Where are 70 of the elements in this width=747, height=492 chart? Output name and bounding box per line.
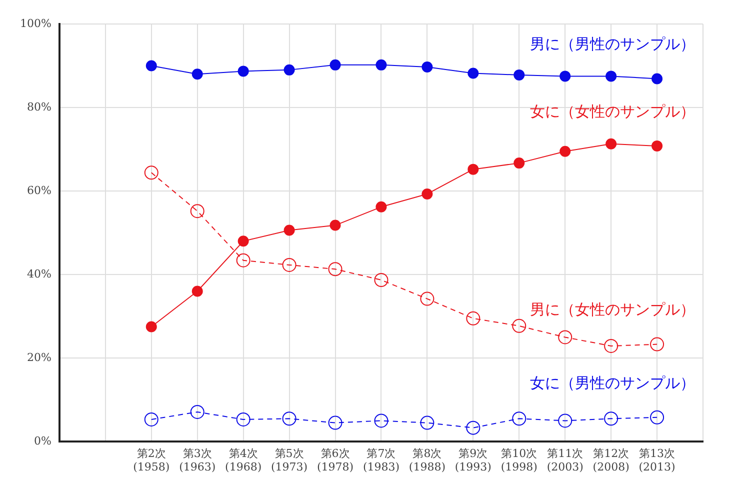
point xyxy=(374,414,388,428)
point xyxy=(238,66,249,77)
point xyxy=(236,253,250,268)
point xyxy=(192,68,203,80)
point xyxy=(604,412,618,426)
x-tick-label: 第3次 (1963) xyxy=(179,447,216,474)
point xyxy=(650,410,664,424)
x-tick-label: 第13次 (2013) xyxy=(638,447,676,474)
point xyxy=(652,140,663,152)
point xyxy=(190,404,204,419)
point xyxy=(330,220,341,231)
point xyxy=(512,318,526,333)
point xyxy=(422,188,433,200)
point xyxy=(514,69,525,80)
point xyxy=(236,412,250,426)
point xyxy=(606,138,617,150)
point xyxy=(422,62,433,73)
point xyxy=(466,311,480,326)
point xyxy=(376,201,387,212)
point xyxy=(514,158,525,169)
series-label: 女に（男性のサンプル） xyxy=(530,374,695,392)
point xyxy=(468,68,479,79)
point xyxy=(466,420,480,435)
point xyxy=(328,262,342,276)
point xyxy=(190,204,204,218)
x-tick-label: 第8次 (1988) xyxy=(408,447,446,474)
point xyxy=(606,70,617,82)
point xyxy=(560,70,571,82)
series-label: 男に（男性のサンプル） xyxy=(530,35,695,54)
point xyxy=(282,412,296,426)
point xyxy=(512,412,526,426)
point xyxy=(284,224,295,236)
point xyxy=(192,286,203,297)
x-tick-label: 第7次 (1983) xyxy=(362,447,400,474)
point xyxy=(604,338,618,353)
y-tick-label: 0% xyxy=(34,434,52,448)
y-tick-label: 20% xyxy=(26,350,52,364)
x-tick-label: 第12次 (2008) xyxy=(592,447,630,474)
point xyxy=(420,292,434,306)
point xyxy=(652,73,663,84)
point xyxy=(146,60,157,72)
x-tick-label: 第9次 (1993) xyxy=(454,447,492,474)
series-label: 女に（女性のサンプル） xyxy=(530,102,695,120)
point xyxy=(468,164,479,175)
point xyxy=(374,272,388,287)
y-tick-label: 80% xyxy=(26,100,52,114)
point xyxy=(558,414,572,428)
x-tick-label: 第10次 (1998) xyxy=(500,447,538,474)
x-tick-label: 第6次 (1978) xyxy=(316,447,354,474)
y-tick-label: 40% xyxy=(26,267,52,280)
point xyxy=(650,337,664,352)
y-tick-label: 100% xyxy=(20,16,52,30)
point xyxy=(560,146,571,157)
point xyxy=(144,166,158,180)
point xyxy=(144,412,158,426)
point xyxy=(282,258,296,272)
series-label: 男に（女性のサンプル） xyxy=(530,300,695,319)
x-tick-label: 第2次 (1958) xyxy=(133,447,170,474)
point xyxy=(146,321,157,332)
point xyxy=(284,64,295,76)
y-tick-label: 60% xyxy=(26,184,52,197)
point xyxy=(238,236,249,247)
point xyxy=(420,416,434,430)
x-tick-label: 第11次 (2003) xyxy=(546,447,584,474)
point xyxy=(376,59,387,70)
point xyxy=(328,416,342,430)
point xyxy=(558,330,572,344)
point xyxy=(330,59,341,70)
x-tick-label: 第4次 (1968) xyxy=(225,447,262,474)
x-tick-label: 第5次 (1973) xyxy=(271,447,308,474)
